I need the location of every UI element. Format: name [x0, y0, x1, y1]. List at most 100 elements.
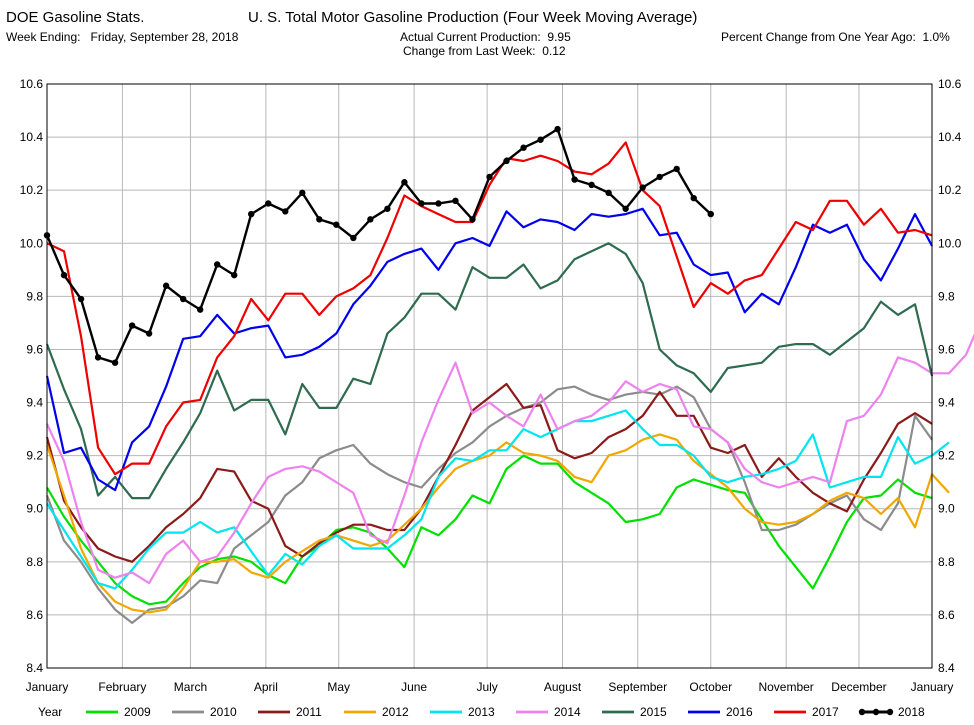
grid-lines: [46, 83, 933, 669]
data-point: [537, 136, 544, 143]
legend-item-2010: 2010: [172, 705, 237, 719]
data-point: [469, 216, 476, 223]
y-tick-label-right: 10.6: [938, 77, 962, 91]
series-line-2011: [45, 382, 933, 563]
legend-item-2018: 2018: [858, 705, 925, 719]
series-2012: [45, 433, 950, 614]
data-point: [554, 125, 561, 133]
y-tick-label-left: 8.8: [26, 555, 43, 569]
percent-change-value: 1.0%: [922, 30, 950, 44]
chart-title: U. S. Total Motor Gasoline Production (F…: [248, 9, 698, 26]
legend-item-2014: 2014: [516, 705, 581, 719]
data-point: [656, 173, 663, 181]
data-point: [588, 181, 595, 189]
x-tick-label: December: [831, 680, 886, 694]
legend-title: Year: [38, 705, 62, 719]
series-line-2014: [45, 333, 974, 585]
data-point: [605, 189, 612, 197]
y-tick-label-left: 9.8: [26, 289, 43, 303]
data-point: [333, 221, 340, 228]
x-tick-label: October: [689, 680, 732, 694]
data-point: [367, 216, 374, 223]
y-tick-label-left: 10.0: [20, 236, 44, 250]
weekly-change-label: Change from Last Week:: [403, 44, 536, 58]
y-tick-label-left: 9.0: [26, 502, 43, 516]
x-tick-label: January: [26, 680, 69, 694]
legend-label: 2016: [726, 705, 753, 719]
data-point: [213, 261, 221, 268]
series-2015: [45, 242, 934, 500]
y-tick-label-right: 10.2: [938, 183, 962, 197]
legend-marker: [872, 708, 880, 716]
actual-production-label: Actual Current Production:: [400, 30, 541, 44]
x-tick-label: April: [254, 680, 278, 694]
y-tick-label-right: 9.0: [938, 502, 955, 516]
data-point: [622, 205, 629, 212]
y-tick-label-left: 9.4: [26, 396, 43, 410]
weekly-change-value: 0.12: [542, 44, 566, 58]
legend-label: 2014: [554, 705, 581, 719]
data-point: [350, 234, 357, 242]
data-point: [265, 200, 272, 207]
legend-item-2012: 2012: [344, 705, 409, 719]
week-ending-label: Week Ending:: [6, 30, 81, 44]
x-tick-label: September: [608, 680, 667, 694]
series-line-2015: [45, 242, 934, 500]
x-tick-label: July: [476, 680, 497, 694]
actual-production: Actual Current Production: 9.95: [400, 30, 571, 44]
y-tick-label-right: 9.2: [938, 449, 955, 463]
x-tick-label: August: [544, 680, 582, 694]
legend-item-2009: 2009: [86, 705, 151, 719]
series-2013: [46, 409, 950, 590]
data-point: [60, 271, 68, 279]
data-point: [707, 210, 714, 218]
series-2014: [45, 333, 974, 585]
data-point: [673, 165, 680, 173]
legend-item-2016: 2016: [688, 705, 753, 719]
y-tick-label-left: 8.6: [26, 608, 43, 622]
y-tick-labels: 8.4 8.4 8.6 8.6 8.8 8.8 9.0 9.0 9.2 9.2 9.4 9.4 9.6 9…: [20, 77, 962, 675]
y-tick-label-left: 9.2: [26, 449, 43, 463]
legend-marker: [858, 708, 866, 716]
series-2011: [45, 382, 933, 563]
data-point: [128, 322, 136, 329]
data-point: [435, 200, 442, 207]
percent-change-label: Percent Change from One Year Ago:: [721, 30, 916, 44]
data-point: [384, 205, 391, 212]
data-point: [196, 306, 204, 313]
series-line-2013: [46, 409, 950, 590]
x-tick-label: June: [401, 680, 427, 694]
series-line-2010: [45, 385, 933, 625]
legend-item-2017: 2017: [774, 705, 839, 719]
series-line-2018: [45, 127, 712, 364]
y-tick-label-right: 8.8: [938, 555, 955, 569]
legend-label: 2010: [210, 705, 237, 719]
x-tick-labels: January February March April May June July Augu…: [26, 680, 954, 694]
series-line-2009: [46, 454, 933, 606]
y-tick-label-left: 10.2: [20, 183, 44, 197]
weekly-change: Change from Last Week: 0.12: [403, 44, 566, 58]
data-point: [571, 176, 578, 183]
week-ending: Week Ending: Friday, September 28, 2018: [6, 30, 238, 44]
data-point: [503, 157, 510, 165]
y-tick-label-left: 10.4: [20, 130, 44, 144]
data-point: [179, 295, 187, 303]
legend-label: 2012: [382, 705, 409, 719]
y-tick-label-right: 9.4: [938, 396, 955, 410]
y-tick-label-right: 10.0: [938, 236, 962, 250]
legend: Year 2009 2010 2011 2012 2013 2014 2015 2016 2017…: [38, 705, 925, 719]
y-tick-label-right: 9.8: [938, 289, 955, 303]
y-tick-label-left: 9.6: [26, 342, 43, 356]
data-point: [486, 173, 493, 181]
series-line-2017: [46, 141, 933, 476]
data-point: [401, 179, 408, 186]
week-ending-value: Friday, September 28, 2018: [90, 30, 239, 44]
data-point: [145, 330, 153, 337]
y-tick-label-left: 8.4: [26, 661, 43, 675]
series-line-2012: [45, 433, 950, 614]
series-2010: [45, 385, 933, 625]
legend-item-2015: 2015: [602, 705, 667, 719]
y-tick-label-left: 10.6: [20, 77, 44, 91]
data-point: [316, 216, 323, 223]
